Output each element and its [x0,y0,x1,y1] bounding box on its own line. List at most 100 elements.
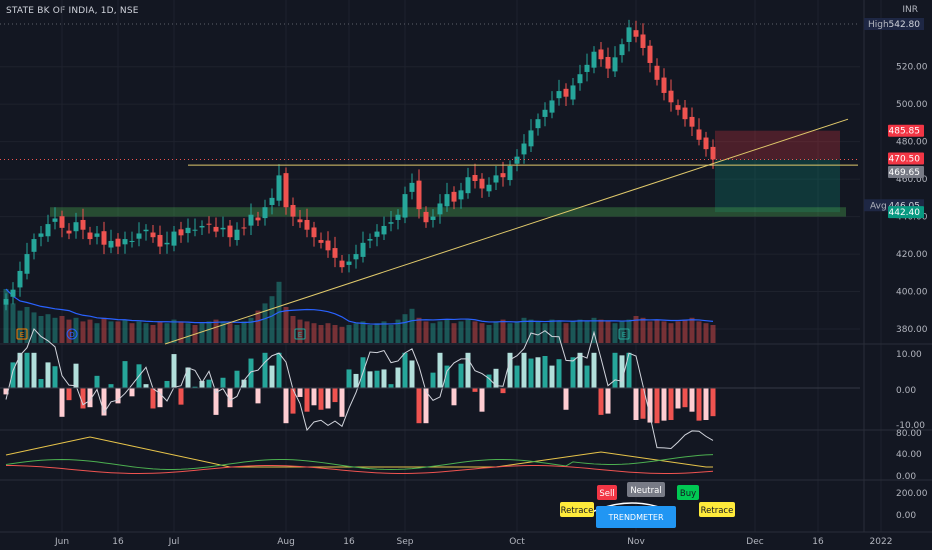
volume-bar [710,325,716,343]
trendmeter-retrace-right-bg [699,502,735,517]
volume-bar [563,323,569,343]
event-marker [618,328,630,340]
candle [3,299,9,305]
volume-bar [661,321,667,343]
price-tick-label: 520.00 [896,63,928,73]
osc-histogram-bar [199,380,205,388]
volume-bar [416,317,422,343]
osc-histogram-bar [556,359,562,388]
osc-histogram-bar [409,360,415,388]
volume-bar [535,321,541,343]
volume-bar [332,325,338,343]
osc-histogram-bar [164,380,170,388]
high-tag-label: High [868,20,889,30]
trendmeter-title: TRENDMETER [607,513,664,522]
volume-bar [206,321,212,343]
candle [297,219,303,223]
osc2-adx-line [5,436,713,468]
prev-tag-bg [888,166,924,179]
candle [276,175,282,201]
candle [612,57,618,72]
date-tick-label: 16 [343,537,355,547]
candle [521,143,527,155]
date-tick-label: 16 [812,537,824,547]
osc-histogram-bar [479,388,485,412]
volume-bar [108,321,114,343]
osc-histogram-bar [507,352,513,388]
candle [66,230,72,234]
volume-bar [248,317,254,343]
event-marker [16,328,28,340]
osc-histogram-bar [542,356,548,388]
date-tick-label: Jul [168,537,180,547]
candle [556,91,562,99]
volume-bar [164,323,170,343]
volume-bar [269,296,275,343]
price-tick-label: 500.00 [896,100,928,110]
event-marker-label: E [298,331,302,339]
event-marker-label: D [69,331,74,339]
trendmeter-buy: Buy [680,489,696,499]
volume-bar [80,321,86,343]
symbol-title: STATE BK OF INDIA, 1D, NSE [6,6,139,16]
candle [507,166,513,181]
candle [360,242,366,257]
candle [339,260,345,268]
trendmeter-retrace-right: Retrace [701,506,734,516]
candle [626,27,632,42]
osc-histogram-bar [150,388,156,409]
osc-histogram-bar [66,388,72,401]
volume-bar [38,316,44,343]
candle [381,225,387,235]
candle [395,214,401,220]
volume-bar [619,321,625,343]
candle [38,233,44,237]
trendmeter-sell: Sell [599,489,614,499]
volume-bar [479,323,485,343]
candle [640,34,646,48]
osc-histogram-bar [696,388,702,421]
volume-bar [311,323,317,343]
volume-bar [465,319,471,343]
osc-histogram-bar [416,388,422,424]
osc-histogram-bar [465,352,471,388]
candle [535,119,541,129]
volume-bar [241,321,247,343]
candle [185,227,191,234]
volume-bar [304,321,310,343]
support-band [50,207,846,217]
volume-bar [605,321,611,343]
volume-bar [388,325,394,343]
volume-bar [528,319,534,343]
candle [577,74,583,84]
candle [402,194,408,218]
osc-histogram-bar [500,388,506,394]
candle [409,182,415,192]
candle [374,231,380,237]
volume-bar [675,321,681,343]
volume-bar [101,317,107,343]
candle [87,232,93,240]
osc-histogram-bar [661,388,667,421]
candle [682,107,688,120]
date-tick-label: Aug [277,537,295,547]
candle [59,216,65,228]
volume-bar [612,323,618,343]
osc-histogram-bar [374,370,380,388]
candle [500,173,506,178]
osc-histogram-bar [262,352,268,388]
candle [633,30,639,37]
osc-histogram-bar [346,369,352,388]
osc-histogram-bar [703,388,709,420]
volume-bar [59,316,65,343]
osc-histogram-bar [584,365,590,388]
volume-bar [171,319,177,343]
volume-bar [668,323,674,343]
osc-histogram-bar [108,384,114,388]
volume-bar [115,321,121,343]
candle [311,227,317,238]
trend-line [164,118,849,345]
volume-bar [395,319,401,343]
candle [73,222,79,232]
